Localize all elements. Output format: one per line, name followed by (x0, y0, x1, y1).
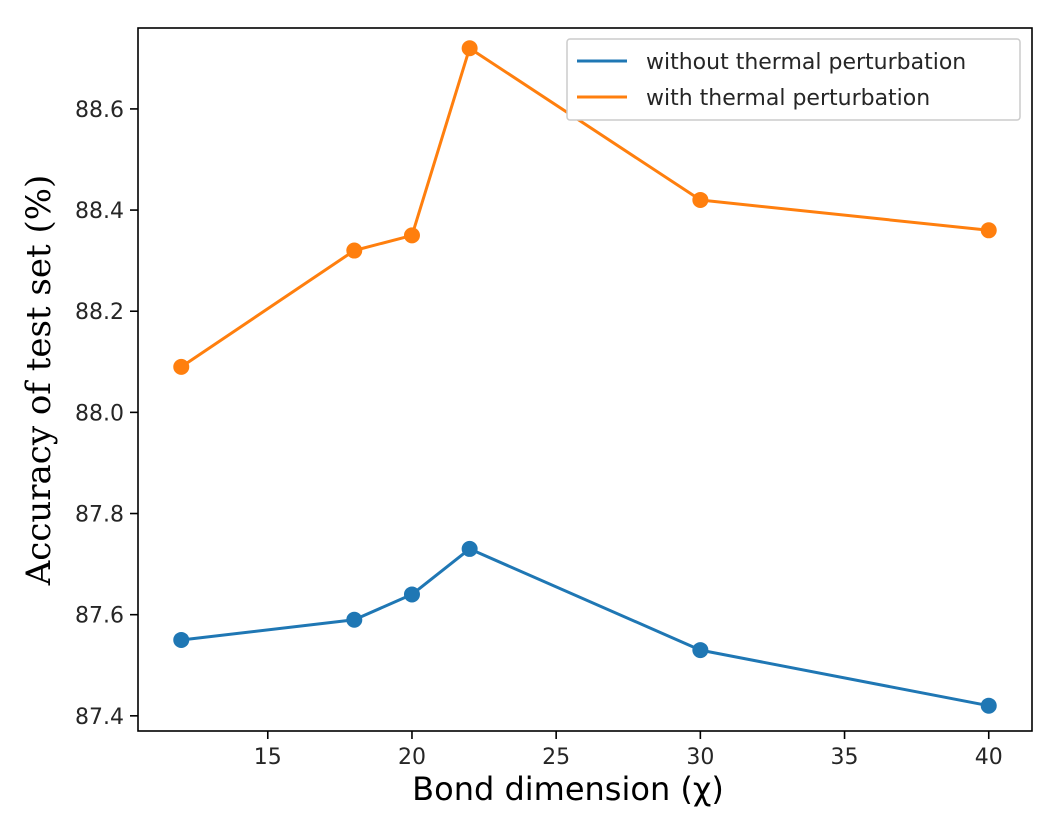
data-point (461, 540, 478, 557)
x-tick-label: 40 (975, 745, 1003, 770)
data-point (692, 642, 709, 659)
y-axis-label: Accuracy of test set (%) (19, 175, 59, 587)
x-tick-label: 20 (398, 745, 426, 770)
series-layer (173, 40, 997, 714)
x-tick-label: 35 (831, 745, 859, 770)
y-tick-label: 88.4 (75, 199, 124, 224)
series-line-1 (180, 46, 989, 369)
x-tick-label: 25 (542, 745, 570, 770)
data-point (403, 227, 420, 244)
y-axis-ticks: 87.4 87.6 87.8 88.0 88.2 88.4 88.6 (75, 98, 138, 730)
x-axis-label: Bond dimension (χ) (412, 770, 724, 808)
y-tick-label: 88.6 (75, 98, 124, 123)
series-line-0 (181, 547, 989, 708)
data-point (173, 631, 190, 648)
legend: without thermal perturbation with therma… (566, 38, 1021, 121)
y-tick-label: 87.6 (75, 604, 124, 629)
data-point (980, 222, 997, 239)
data-point (346, 242, 363, 259)
data-point (173, 358, 190, 375)
x-tick-label: 30 (686, 745, 714, 770)
data-point (692, 191, 709, 208)
y-tick-label: 87.4 (75, 705, 124, 730)
data-point (461, 40, 478, 57)
legend-box (566, 38, 1021, 121)
data-point (980, 697, 997, 714)
data-point (346, 611, 363, 628)
x-tick-label: 15 (254, 745, 282, 770)
x-axis-ticks: 15 20 25 30 35 40 (254, 731, 1003, 770)
legend-label-with-thermal: with thermal perturbation (646, 86, 930, 111)
y-tick-label: 87.8 (75, 503, 124, 528)
plot-frame (137, 27, 1033, 732)
legend-label-without-thermal: without thermal perturbation (646, 50, 966, 75)
data-point (403, 586, 420, 603)
y-tick-label: 88.2 (75, 300, 124, 325)
y-tick-label: 88.0 (75, 401, 124, 426)
